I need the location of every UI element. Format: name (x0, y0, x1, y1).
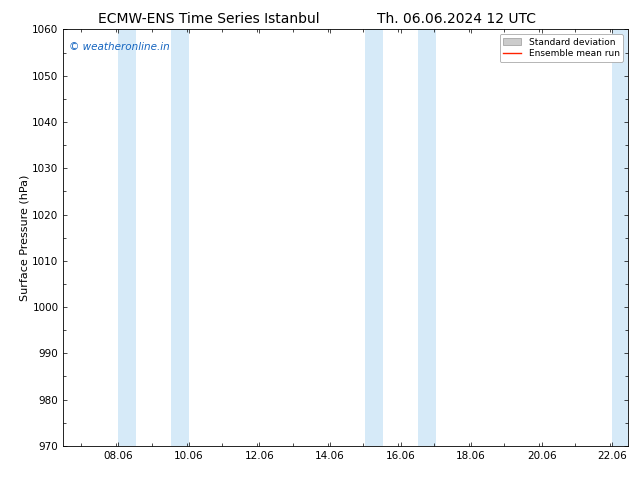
Legend: Standard deviation, Ensemble mean run: Standard deviation, Ensemble mean run (500, 34, 623, 62)
Text: ECMW-ENS Time Series Istanbul: ECMW-ENS Time Series Istanbul (98, 12, 320, 26)
Bar (119, 29, 136, 446)
Bar (365, 29, 383, 446)
Text: Th. 06.06.2024 12 UTC: Th. 06.06.2024 12 UTC (377, 12, 536, 26)
Bar (612, 29, 628, 446)
Bar (171, 29, 189, 446)
Y-axis label: Surface Pressure (hPa): Surface Pressure (hPa) (20, 174, 30, 301)
Bar (418, 29, 436, 446)
Text: © weatheronline.in: © weatheronline.in (69, 42, 170, 52)
